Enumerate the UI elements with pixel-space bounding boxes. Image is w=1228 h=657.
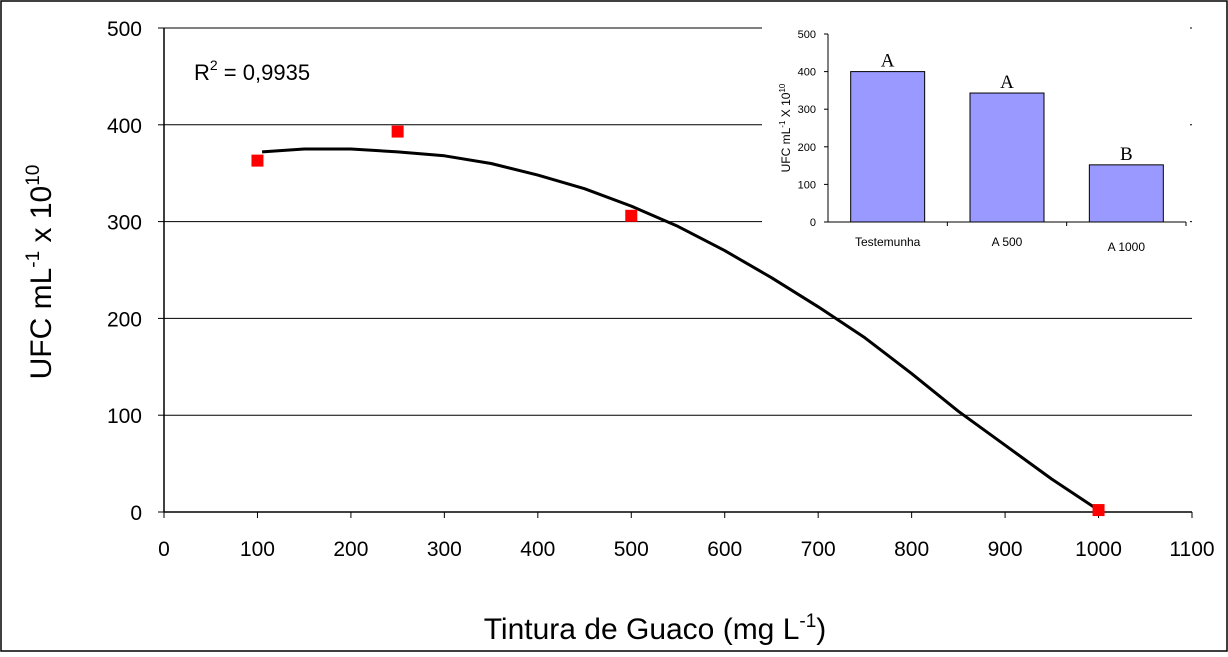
r-squared-base: R (194, 60, 210, 85)
inset-y-label-sup2: 10 (778, 83, 787, 92)
main-x-tick-label: 700 (801, 538, 836, 561)
main-y-axis-label: UFC mL-1 x 1010 (23, 165, 58, 380)
main-x-tick-label: 400 (520, 538, 555, 561)
main-x-tick-label: 200 (333, 538, 368, 561)
inset-y-tick-label: 0 (810, 217, 816, 229)
main-x-tick-label: 1000 (1075, 538, 1122, 561)
inset-category-label: A 1000 (1108, 240, 1146, 254)
main-y-tick-label: 100 (107, 405, 142, 428)
inset-y-tick-label: 100 (798, 179, 816, 191)
inset-bar-letter-label: A (1000, 72, 1014, 93)
y-label-base: UFC mL (25, 268, 58, 380)
inset-bar (850, 71, 926, 223)
inset-y-tick-label: 500 (798, 29, 816, 41)
main-x-tick-label: 500 (614, 538, 649, 561)
main-x-tick-label: 0 (158, 538, 170, 561)
r-squared-sup: 2 (210, 57, 218, 73)
x-label-tail: ) (816, 613, 826, 646)
r-squared-annotation: R2 = 0,9935 (194, 57, 310, 85)
inset-bar (1088, 164, 1164, 223)
main-y-tick-label: 500 (107, 18, 142, 41)
y-label-sup1: -1 (23, 251, 44, 268)
inset-y-label-base: UFC mL (779, 127, 793, 172)
inset-bar-chart: 0 100 200 300 400 500 A Testemunha A A 500 B A 100… (762, 24, 1190, 262)
y-label-sup2: 10 (23, 165, 44, 186)
main-y-tick-label: 400 (107, 115, 142, 138)
inset-bar-letter-label: B (1120, 144, 1133, 165)
y-label-mid: x 10 (25, 186, 58, 251)
data-point (1092, 504, 1105, 517)
inset-y-label-sup1: -1 (778, 120, 787, 128)
main-x-ticks: 0 100 200 300 400 500 600 700 800 900 1000 1100 (158, 512, 1215, 561)
main-x-tick-label: 600 (707, 538, 742, 561)
inset-bar (969, 92, 1045, 223)
data-point (391, 125, 404, 138)
inset-y-axis-label: UFC mL-1 X 1010 (778, 83, 793, 172)
inset-category-label: Testemunha (855, 235, 921, 249)
inset-bar-letter-label: A (881, 51, 895, 72)
main-y-ticks: 0 100 200 300 400 500 (107, 18, 164, 525)
data-point (251, 154, 264, 167)
inset-y-ticks: 0 100 200 300 400 500 (798, 29, 828, 229)
main-y-tick-label: 300 (107, 212, 142, 235)
main-x-tick-label: 300 (427, 538, 462, 561)
fit-curve (261, 147, 1100, 512)
inset-y-tick-label: 300 (798, 104, 816, 116)
r-squared-value: = 0,9935 (218, 60, 310, 85)
x-label-sup: -1 (799, 611, 816, 632)
main-y-tick-label: 0 (130, 502, 142, 525)
inset-category-label: A 500 (992, 235, 1023, 249)
main-x-tick-label: 800 (894, 538, 929, 561)
main-x-axis-label: Tintura de Guaco (mg L-1) (484, 611, 827, 646)
main-series (251, 125, 1105, 517)
main-x-tick-label: 1100 (1169, 538, 1214, 561)
inset-y-tick-label: 200 (798, 142, 816, 154)
inset-bars: A Testemunha A A 500 B A 1000 (850, 51, 1187, 254)
x-label-base: Tintura de Guaco (mg L (484, 613, 800, 646)
main-y-tick-label: 200 (107, 308, 142, 331)
main-x-tick-label: 900 (988, 538, 1023, 561)
main-x-tick-label: 100 (240, 538, 275, 561)
inset-y-label-mid: X 10 (779, 92, 793, 120)
inset-y-tick-label: 400 (798, 67, 816, 79)
data-point (625, 209, 638, 222)
